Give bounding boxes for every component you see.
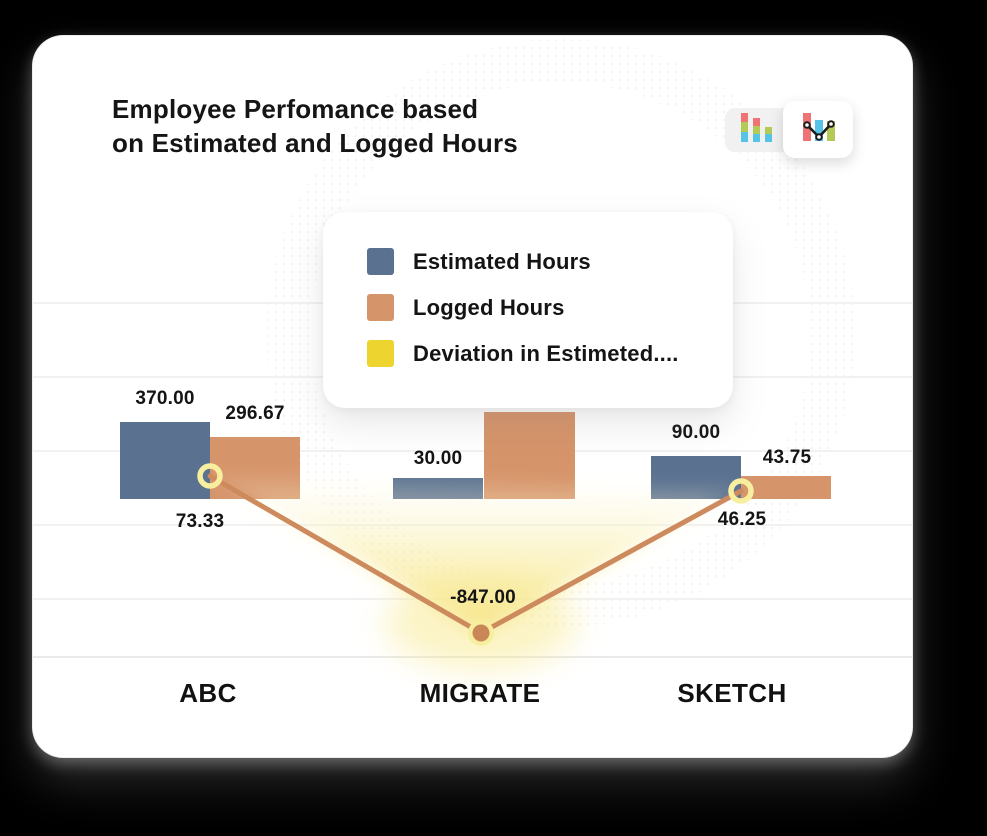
category-label-migrate: MIGRATE (419, 678, 541, 708)
deviation-swatch-icon (367, 340, 394, 367)
bar-estimated-sketch[interactable] (651, 456, 741, 499)
value-label-deviation-abc: 73.33 (175, 511, 225, 532)
page-title-line-1: Employee Perfomance based (112, 94, 479, 124)
legend-label: Deviation in Estimeted.... (413, 340, 679, 366)
value-label-estimated-abc: 370.00 (135, 388, 195, 409)
value-label-logged-sketch: 43.75 (762, 447, 812, 468)
estimated-hours-swatch-icon (367, 248, 394, 275)
x-axis-line (33, 656, 912, 658)
legend-label: Estimated Hours (413, 248, 591, 274)
value-label-logged-abc: 296.67 (225, 403, 285, 424)
bar-logged-abc[interactable] (210, 437, 300, 499)
page-title: Employee Perfomance based on Estimated a… (112, 92, 518, 160)
chart-type-combo-button[interactable] (783, 101, 853, 158)
legend: Estimated Hours Logged Hours Deviation i… (323, 212, 733, 408)
value-label-deviation-sketch: 46.25 (717, 509, 767, 530)
legend-label: Logged Hours (413, 294, 565, 320)
page-title-line-2: on Estimated and Logged Hours (112, 128, 518, 158)
deviation-point-sketch[interactable] (728, 478, 754, 504)
category-label-sketch: SKETCH (677, 678, 787, 708)
value-label-estimated-migrate: 30.00 (413, 448, 463, 469)
category-label-abc: ABC (179, 678, 237, 708)
bar-logged-migrate[interactable] (484, 412, 575, 499)
bar-logged-sketch[interactable] (741, 476, 831, 499)
chart-type-stacked-bar-button[interactable] (725, 108, 787, 152)
value-label-estimated-sketch: 90.00 (671, 422, 721, 443)
gridline (33, 450, 912, 452)
legend-item-deviation[interactable]: Deviation in Estimeted.... (367, 340, 733, 367)
deviation-point-migrate[interactable] (472, 624, 490, 642)
stacked-bar-chart-icon (740, 112, 773, 148)
bar-estimated-abc[interactable] (120, 422, 210, 499)
legend-item-logged-hours[interactable]: Logged Hours (367, 294, 733, 321)
deviation-point-abc[interactable] (197, 463, 223, 489)
logged-hours-swatch-icon (367, 294, 394, 321)
bar-estimated-migrate[interactable] (393, 478, 483, 499)
combo-bar-line-chart-icon (800, 111, 837, 148)
value-label-deviation-migrate: -847.00 (450, 587, 516, 608)
legend-item-estimated-hours[interactable]: Estimated Hours (367, 248, 733, 275)
